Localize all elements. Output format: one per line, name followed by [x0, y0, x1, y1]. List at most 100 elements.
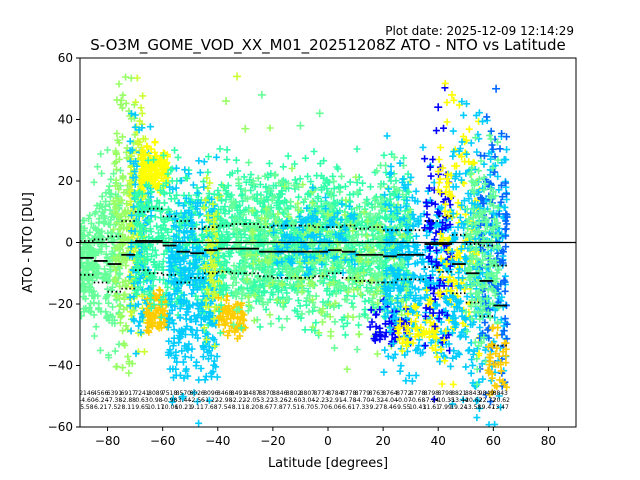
- y-tick-label: −20: [48, 297, 73, 311]
- y-tick-label: 0: [65, 236, 73, 250]
- bin-stat-label: 8570: [176, 390, 191, 397]
- scatter-cluster: [462, 131, 503, 388]
- bin-stat-label: -3.22: [258, 397, 274, 404]
- bin-stat-label: 19.24: [450, 404, 467, 411]
- bin-stat-label: 7.51: [287, 404, 301, 411]
- bin-stat-label: 5.70: [314, 404, 328, 411]
- y-tick-label: 20: [58, 174, 73, 188]
- bin-stat-label: 8772: [396, 390, 411, 397]
- x-tick-label: −80: [95, 434, 120, 448]
- outlier-point: [241, 124, 250, 133]
- bin-stat-label: -22.72: [477, 397, 497, 404]
- bin-stats-table: 2146456663916917724180897518857080268096…: [79, 390, 510, 411]
- x-axis-label: Latitude [degrees]: [268, 456, 388, 471]
- bin-stat-label: 7.87: [273, 404, 287, 411]
- outlier-point: [315, 109, 324, 118]
- bin-stat-label: 9.65: [135, 404, 149, 411]
- bin-stat-label: -6.24: [93, 397, 109, 404]
- bin-stat-label: 8.11: [232, 404, 246, 411]
- bin-stat-label: -7.38: [107, 397, 123, 404]
- bin-stat-label: 8774: [313, 390, 328, 397]
- bin-stat-label: -10.35: [435, 397, 455, 404]
- bin-stat-label: 8778: [341, 390, 356, 397]
- bin-stat-label: 13.58: [464, 404, 481, 411]
- bin-stat-label: 7.52: [108, 404, 122, 411]
- outlier-point: [257, 90, 266, 99]
- bin-stat-label: -7.24: [424, 397, 440, 404]
- x-tick-label: −60: [150, 434, 175, 448]
- scatter-cluster: [270, 184, 359, 279]
- bin-stat-label: 13.47: [492, 404, 509, 411]
- bin-stat-label: 9849: [479, 390, 494, 397]
- bin-stat-label: 7.68: [204, 404, 218, 411]
- bin-stat-label: -0.07: [396, 397, 412, 404]
- bin-stat-label: 7.54: [218, 404, 232, 411]
- bin-stat-label: 9.27: [370, 404, 384, 411]
- y-tick-label: 60: [58, 51, 73, 65]
- outlier-point: [448, 90, 456, 99]
- plot-date: Plot date: 2025-12-09 12:14:29: [385, 24, 574, 38]
- y-tick-label: 40: [58, 113, 73, 127]
- bin-stat-label: 8846: [272, 390, 287, 397]
- bin-stat-label: 6391: [107, 390, 122, 397]
- bin-stat-label: 7518: [162, 390, 177, 397]
- x-tick-label: 60: [486, 434, 501, 448]
- outlier-point: [222, 97, 231, 106]
- bin-stat-label: -4.78: [341, 397, 357, 404]
- bin-stat-label: -2.91: [327, 397, 343, 404]
- scatter-points: [80, 72, 511, 427]
- bin-stat-label: 10.06: [161, 404, 178, 411]
- bin-stat-label: 7.33: [356, 404, 370, 411]
- x-tick-label: 80: [541, 434, 556, 448]
- bin-stat-label: 8798: [424, 390, 439, 397]
- bin-stat-label: -20.62: [463, 397, 483, 404]
- x-tick-label: −40: [205, 434, 230, 448]
- bin-stat-label: 9.55: [397, 404, 411, 411]
- chart-title: S-O3M_GOME_VOD_XX_M01_20251208Z ATO - NT…: [90, 36, 566, 55]
- bin-stat-label: 10.17: [147, 404, 164, 411]
- bin-stat-label: 8.20: [246, 404, 260, 411]
- bin-stat-label: 8807: [300, 390, 315, 397]
- bin-stat-label: 8843: [465, 390, 480, 397]
- bin-stat-label: -2.98: [217, 397, 233, 404]
- bin-stat-label: 6917: [121, 390, 136, 397]
- scatter-cluster: [109, 73, 139, 377]
- x-axis: −80 −60 −40 −20 0 20 40 60 80: [95, 427, 556, 448]
- bin-stat-label: 19.47: [478, 404, 495, 411]
- bin-stat-label: 6.06: [328, 404, 342, 411]
- bin-stat-label: 8779: [355, 390, 370, 397]
- x-tick-label: 40: [431, 434, 446, 448]
- outlier-point: [296, 121, 305, 130]
- bin-stat-label: 8821: [451, 390, 466, 397]
- y-tick-label: −60: [48, 420, 73, 434]
- bin-stat-label: -0.68: [410, 397, 426, 404]
- y-tick-label: −40: [48, 359, 73, 373]
- bin-stat-label: -4.70: [355, 397, 371, 404]
- bin-stat-label: -3.26: [272, 397, 288, 404]
- bin-stat-label: -20.62: [491, 397, 511, 404]
- bin-stat-label: 8843: [493, 390, 508, 397]
- bin-stat-label: 2146: [79, 390, 94, 397]
- scatter-cluster: [484, 323, 511, 398]
- bin-stat-label: 8.46: [383, 404, 397, 411]
- bin-stat-label: 0.98: [149, 397, 163, 404]
- bin-stat-label: -13.44: [449, 397, 469, 404]
- bin-stat-label: 8764: [382, 390, 397, 397]
- bin-stat-label: -2.56: [189, 397, 205, 404]
- bin-stat-label: -0.98: [162, 397, 178, 404]
- bin-stat-label: 6.70: [301, 404, 315, 411]
- bin-stat-label: 8491: [231, 390, 246, 397]
- bin-stat-label: -2.22: [231, 397, 247, 404]
- bin-stat-label: -4.60: [79, 397, 95, 404]
- bin-stat-label: 6.21: [94, 404, 108, 411]
- x-tick-label: −20: [260, 434, 285, 448]
- bin-stat-label: 11.61: [423, 404, 440, 411]
- y-axis: −60 −40 −20 0 20 40 60: [48, 51, 80, 434]
- bin-statistics: [80, 207, 508, 347]
- outlier-point: [233, 72, 242, 81]
- bin-stat-label: -2.88: [120, 397, 136, 404]
- bin-stat-label: -2.60: [286, 397, 302, 404]
- scatter-cluster: [394, 286, 441, 361]
- x-tick-label: 20: [375, 434, 390, 448]
